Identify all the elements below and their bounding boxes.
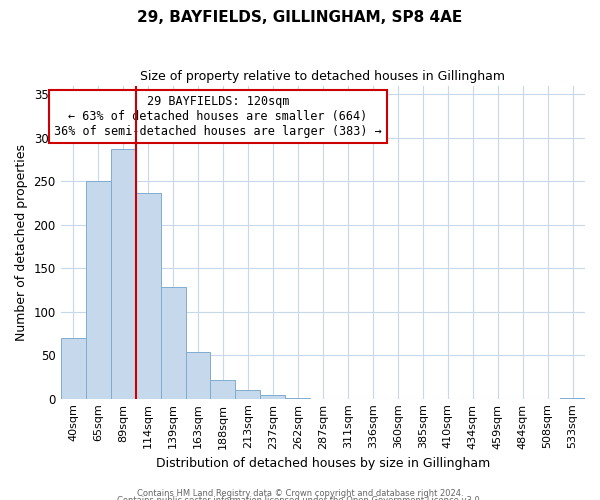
Bar xyxy=(61,338,86,398)
Bar xyxy=(260,395,286,398)
Bar xyxy=(161,288,185,399)
Y-axis label: Number of detached properties: Number of detached properties xyxy=(15,144,28,340)
Bar xyxy=(185,352,211,399)
Bar xyxy=(235,390,260,398)
Text: Contains public sector information licensed under the Open Government Licence v3: Contains public sector information licen… xyxy=(118,496,482,500)
Bar xyxy=(110,149,136,398)
Bar xyxy=(136,192,161,398)
Text: 29 BAYFIELDS: 120sqm
← 63% of detached houses are smaller (664)
36% of semi-deta: 29 BAYFIELDS: 120sqm ← 63% of detached h… xyxy=(54,95,382,138)
Text: 29, BAYFIELDS, GILLINGHAM, SP8 4AE: 29, BAYFIELDS, GILLINGHAM, SP8 4AE xyxy=(137,10,463,25)
Text: Contains HM Land Registry data © Crown copyright and database right 2024.: Contains HM Land Registry data © Crown c… xyxy=(137,488,463,498)
Bar xyxy=(86,181,110,398)
Title: Size of property relative to detached houses in Gillingham: Size of property relative to detached ho… xyxy=(140,70,505,83)
X-axis label: Distribution of detached houses by size in Gillingham: Distribution of detached houses by size … xyxy=(156,457,490,470)
Bar xyxy=(211,380,235,398)
